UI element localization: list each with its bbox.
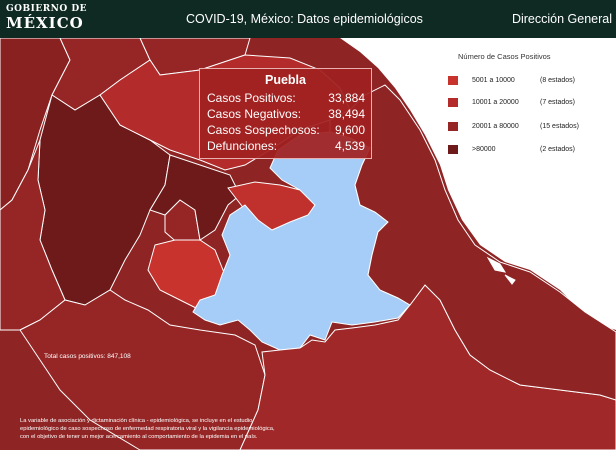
legend-swatch: [448, 145, 458, 154]
legend-range: 10001 a 20000: [472, 99, 519, 106]
tooltip-value: 38,494: [328, 107, 365, 121]
tooltip-label: Casos Positivos:: [207, 91, 296, 105]
state-east[interactable]: [329, 84, 616, 401]
footnote: La variable de asociación y dictaminació…: [20, 417, 275, 441]
legend-range: >80000: [472, 146, 496, 153]
tooltip-row: Casos Negativos: 38,494: [207, 107, 365, 123]
tooltip-row: Casos Sospechosos: 9,600: [207, 123, 365, 139]
tooltip-state-name: Puebla: [265, 73, 306, 87]
legend-swatch: [448, 122, 458, 131]
header-bar: GOBIERNO DE MÉXICO COVID-19, México: Dat…: [0, 0, 616, 38]
footnote-line: epidemiológico de caso sospechoso de enf…: [20, 426, 275, 432]
tooltip-value: 9,600: [334, 123, 365, 137]
footnote-line: con el objetivo de tener un mejor acerca…: [20, 434, 258, 440]
tooltip-value: 33,884: [328, 91, 365, 105]
total-cases: Total casos positivos: 847,108: [44, 353, 131, 360]
logo-line1: GOBIERNO DE: [6, 4, 88, 14]
state-tooltip: Puebla Casos Positivos: 33,884 Casos Neg…: [199, 68, 372, 159]
footnote-line: La variable de asociación y dictaminació…: [20, 418, 253, 424]
tooltip-label: Defunciones:: [207, 139, 278, 153]
legend-range: 20001 a 80000: [472, 123, 519, 130]
legend-count: (7 estados): [540, 99, 576, 106]
state-dark-2[interactable]: [149, 154, 241, 241]
tooltip-row: Casos Positivos: 33,884: [207, 91, 365, 107]
tooltip-value: 4,539: [334, 139, 365, 153]
legend-count: (8 estados): [540, 77, 576, 84]
legend-count: (2 estados): [540, 146, 576, 153]
legend-swatch: [448, 98, 458, 107]
department-label: Dirección General: [511, 12, 612, 26]
tooltip-label: Casos Sospechosos:: [207, 123, 320, 137]
legend-swatch: [448, 76, 458, 85]
tooltip-row: Defunciones: 4,539: [207, 139, 365, 155]
page-title: COVID-19, México: Datos epidemiológicos: [186, 12, 423, 26]
legend-title: Número de Casos Positivos: [458, 52, 551, 61]
gulf-water: [340, 38, 616, 330]
coast-islands: [486, 256, 516, 285]
tooltip-label: Casos Negativos:: [207, 107, 302, 121]
logo-line2: MÉXICO: [6, 14, 84, 32]
legend-count: (15 estados): [540, 123, 579, 130]
legend-range: 5001 a 10000: [472, 77, 515, 84]
